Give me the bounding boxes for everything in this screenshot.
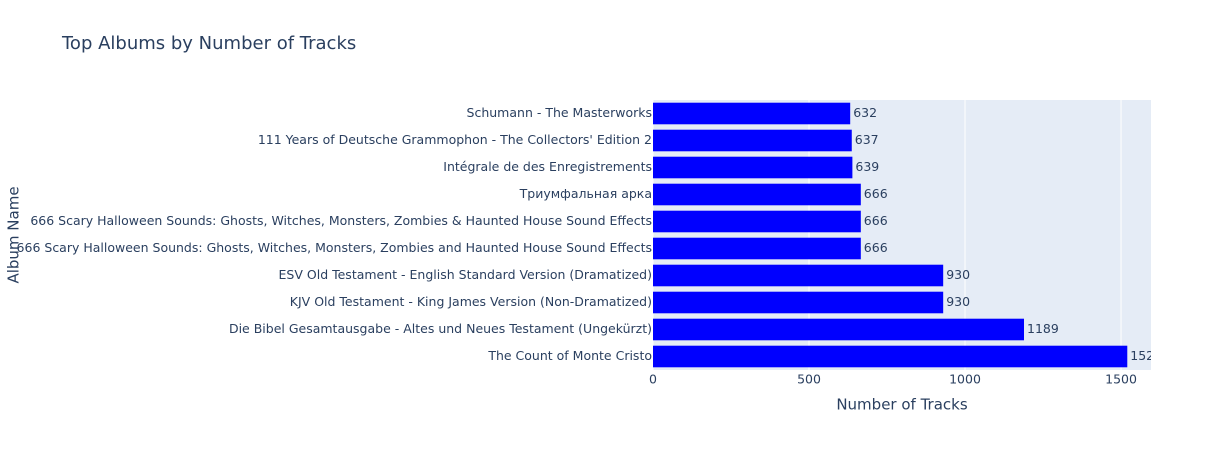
y-tick-label: KJV Old Testament - King James Version (… <box>290 294 652 309</box>
bar <box>653 291 944 314</box>
x-tick-label: 500 <box>797 372 821 387</box>
bar <box>653 345 1128 368</box>
y-axis-title: Album Name <box>5 186 23 283</box>
bar <box>653 264 944 287</box>
value-label: 666 <box>864 240 888 255</box>
x-axis-title: Number of Tracks <box>836 396 968 414</box>
bar <box>653 129 852 152</box>
y-tick-label: Триумфальная арка <box>519 186 652 201</box>
bar <box>653 237 861 260</box>
value-label: 637 <box>855 132 879 147</box>
y-tick-label: Die Bibel Gesamtausgabe - Altes und Neue… <box>229 321 652 336</box>
bar <box>653 210 861 233</box>
chart-title: Top Albums by Number of Tracks <box>61 33 356 54</box>
y-tick-label: Schumann - The Masterworks <box>467 105 652 120</box>
y-tick-label: ESV Old Testament - English Standard Ver… <box>279 267 652 282</box>
x-tick-label: 0 <box>649 372 657 387</box>
value-label: 639 <box>855 159 879 174</box>
y-tick-label: 111 Years of Deutsche Grammophon - The C… <box>258 132 652 147</box>
value-label: 632 <box>853 105 877 120</box>
value-label: 666 <box>864 213 888 228</box>
bar <box>653 183 861 206</box>
y-tick-label: 666 Scary Halloween Sounds: Ghosts, Witc… <box>30 213 652 228</box>
value-label: 930 <box>946 267 970 282</box>
value-label: 1520 <box>1130 348 1162 363</box>
value-label: 666 <box>864 186 888 201</box>
value-label: 1189 <box>1027 321 1059 336</box>
bar <box>653 102 851 125</box>
y-tick-label: 666 Scary Halloween Sounds: Ghosts, Witc… <box>17 240 652 255</box>
y-tick-label: The Count of Monte Cristo <box>487 348 652 363</box>
y-tick-label: Intégrale de des Enregistrements <box>443 159 652 174</box>
x-tick-label: 1000 <box>949 372 981 387</box>
bar <box>653 318 1025 341</box>
x-tick-label: 1500 <box>1105 372 1137 387</box>
value-label: 930 <box>946 294 970 309</box>
bar <box>653 156 853 179</box>
